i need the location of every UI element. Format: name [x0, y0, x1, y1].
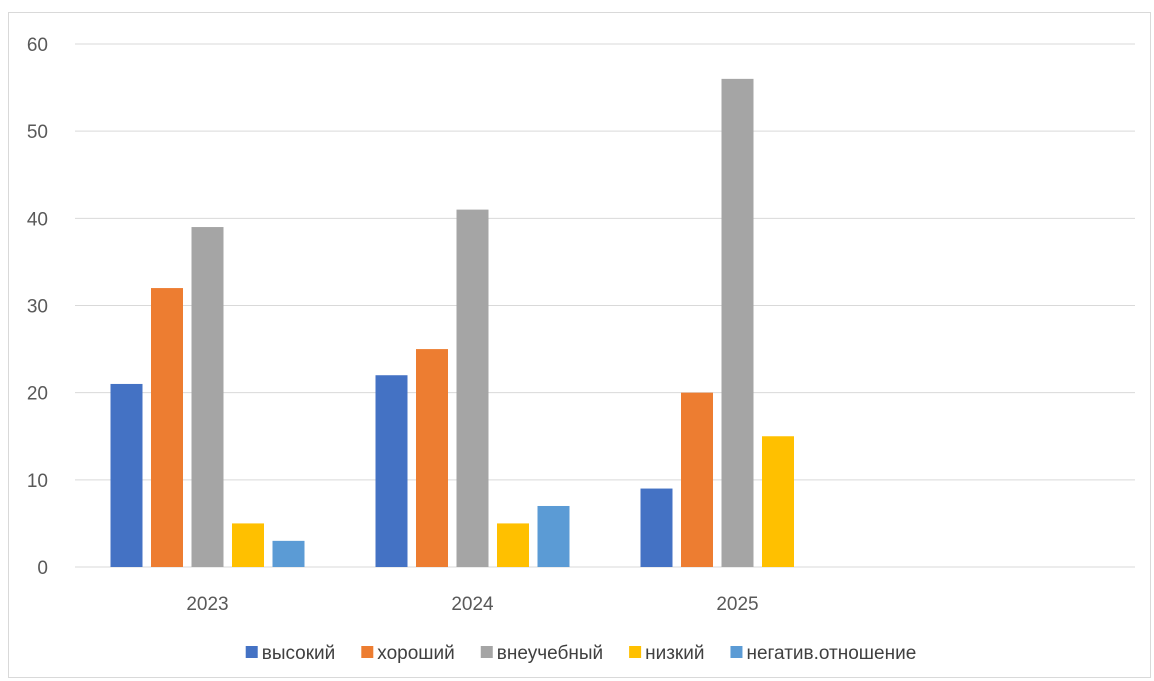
legend-swatch	[361, 646, 374, 658]
legend-label: хороший	[377, 643, 454, 664]
legend-swatch	[730, 646, 743, 658]
bar-2025-2	[721, 78, 754, 567]
bar-2023-4	[272, 540, 305, 567]
y-tick-label: 50	[27, 122, 48, 143]
legend-label: высокий	[262, 643, 336, 664]
legend-swatch	[629, 646, 642, 658]
bar-2024-0	[375, 375, 408, 567]
legend-label: низкий	[645, 643, 704, 664]
legend-label: негатив.отношение	[746, 643, 916, 664]
bar-2023-2	[191, 227, 224, 568]
x-tick-label: 2024	[451, 594, 494, 615]
bar-2024-1	[416, 349, 448, 567]
bar-2024-2	[456, 209, 489, 567]
legend-swatch	[480, 646, 493, 658]
bar-2024-4	[537, 505, 570, 567]
bar-2025-0	[640, 488, 673, 567]
x-axis-ticks: 2023 2024 2025	[186, 594, 758, 615]
y-tick-label: 20	[27, 384, 48, 405]
legend-swatch	[245, 646, 258, 658]
y-tick-label: 40	[27, 209, 48, 230]
bar-2024-3	[497, 523, 529, 567]
y-tick-label: 60	[27, 35, 48, 56]
y-tick-label: 30	[27, 297, 48, 318]
legend: высокий хороший внеучебный низкий негатив.от…	[245, 643, 916, 664]
x-tick-label: 2023	[186, 594, 228, 615]
x-tick-label: 2025	[716, 594, 758, 615]
gridlines	[75, 43, 1135, 568]
bar-2023-3	[232, 523, 264, 567]
legend-label: внеучебный	[497, 643, 603, 664]
y-tick-label: 10	[27, 471, 48, 492]
bar-2023-0	[110, 383, 143, 567]
bar-2025-3	[762, 436, 794, 567]
y-tick-label: 0	[37, 558, 48, 579]
y-axis-ticks: 0 10 20 30 40 50 60	[27, 35, 48, 579]
bar-2025-1	[681, 392, 713, 567]
bar-2023-1	[151, 288, 183, 567]
bars	[110, 78, 794, 568]
